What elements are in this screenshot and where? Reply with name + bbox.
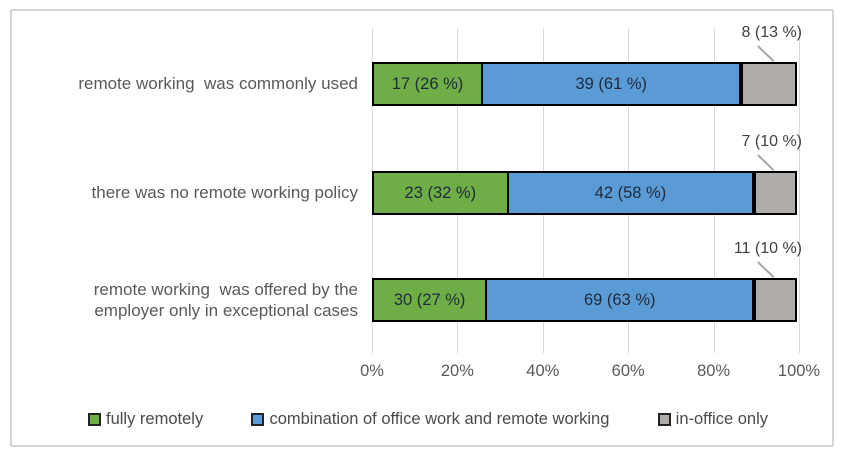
legend-item: in-office only — [657, 409, 768, 429]
gridline — [799, 28, 800, 353]
legend-item: combination of office work and remote wo… — [251, 410, 609, 429]
x-tick-label: 0% — [360, 362, 384, 380]
x-tick-label: 20% — [440, 362, 474, 380]
callout-label-in-office-only: 8 (13 %) — [741, 24, 802, 41]
x-tick-label: 100% — [777, 362, 821, 380]
bar-segment-in-office-only — [754, 278, 797, 322]
legend-swatch-icon — [657, 412, 671, 426]
bar-segment-in-office-only — [754, 171, 797, 215]
legend-item: fully remotely — [88, 410, 203, 429]
x-axis: 0% 20% 40% 60% 80% 100% — [360, 362, 820, 384]
legend-label: combination of office work and remote wo… — [269, 409, 610, 428]
bar-segment-combination-office-remote: 39 (61 %) — [481, 62, 742, 106]
category-label: remote working was offered by the employ… — [93, 279, 358, 320]
bar-segment-in-office-only — [741, 62, 797, 106]
legend-swatch-icon — [88, 412, 101, 426]
bar-segment-combination-office-remote: 42 (58 %) — [506, 171, 755, 215]
legend-label: in-office only — [675, 409, 768, 428]
legend: fully remotely combination of office work… — [88, 405, 768, 433]
bar-row: 23 (32 %) 42 (58 %) 7 (10 %) — [372, 133, 802, 215]
chart-card: remote working was commonly used there wa… — [10, 9, 834, 447]
legend-swatch-icon — [251, 412, 265, 426]
bar-segment-combination-office-remote: 69 (63 %) — [485, 278, 755, 322]
bar-row: 30 (27 %) 69 (63 %) 11 (10 %) — [372, 240, 802, 322]
category-label: there was no remote working policy — [91, 183, 358, 203]
bar-segment-fully-remotely: 23 (32 %) — [372, 171, 509, 215]
bar-segment-fully-remotely: 17 (26 %) — [372, 62, 484, 106]
x-tick-label: 60% — [611, 362, 645, 380]
callout-label-in-office-only: 11 (10 %) — [733, 240, 802, 257]
callout-label-in-office-only: 7 (10 %) — [741, 133, 802, 150]
legend-label: fully remotely — [106, 409, 204, 428]
callout-leader-line — [757, 261, 775, 278]
bar-segment-fully-remotely: 30 (27 %) — [372, 278, 488, 322]
x-tick-label: 40% — [526, 362, 560, 380]
bar-row: 17 (26 %) 39 (61 %) 8 (13 %) — [372, 24, 802, 106]
callout-leader-line — [757, 45, 775, 62]
category-label: remote working was commonly used — [78, 74, 358, 94]
callout-leader-line — [757, 154, 775, 171]
x-tick-label: 80% — [697, 362, 731, 380]
plot-area: 17 (26 %) 39 (61 %) 8 (13 %) 23 (32 %) 42 (5… — [372, 24, 802, 353]
